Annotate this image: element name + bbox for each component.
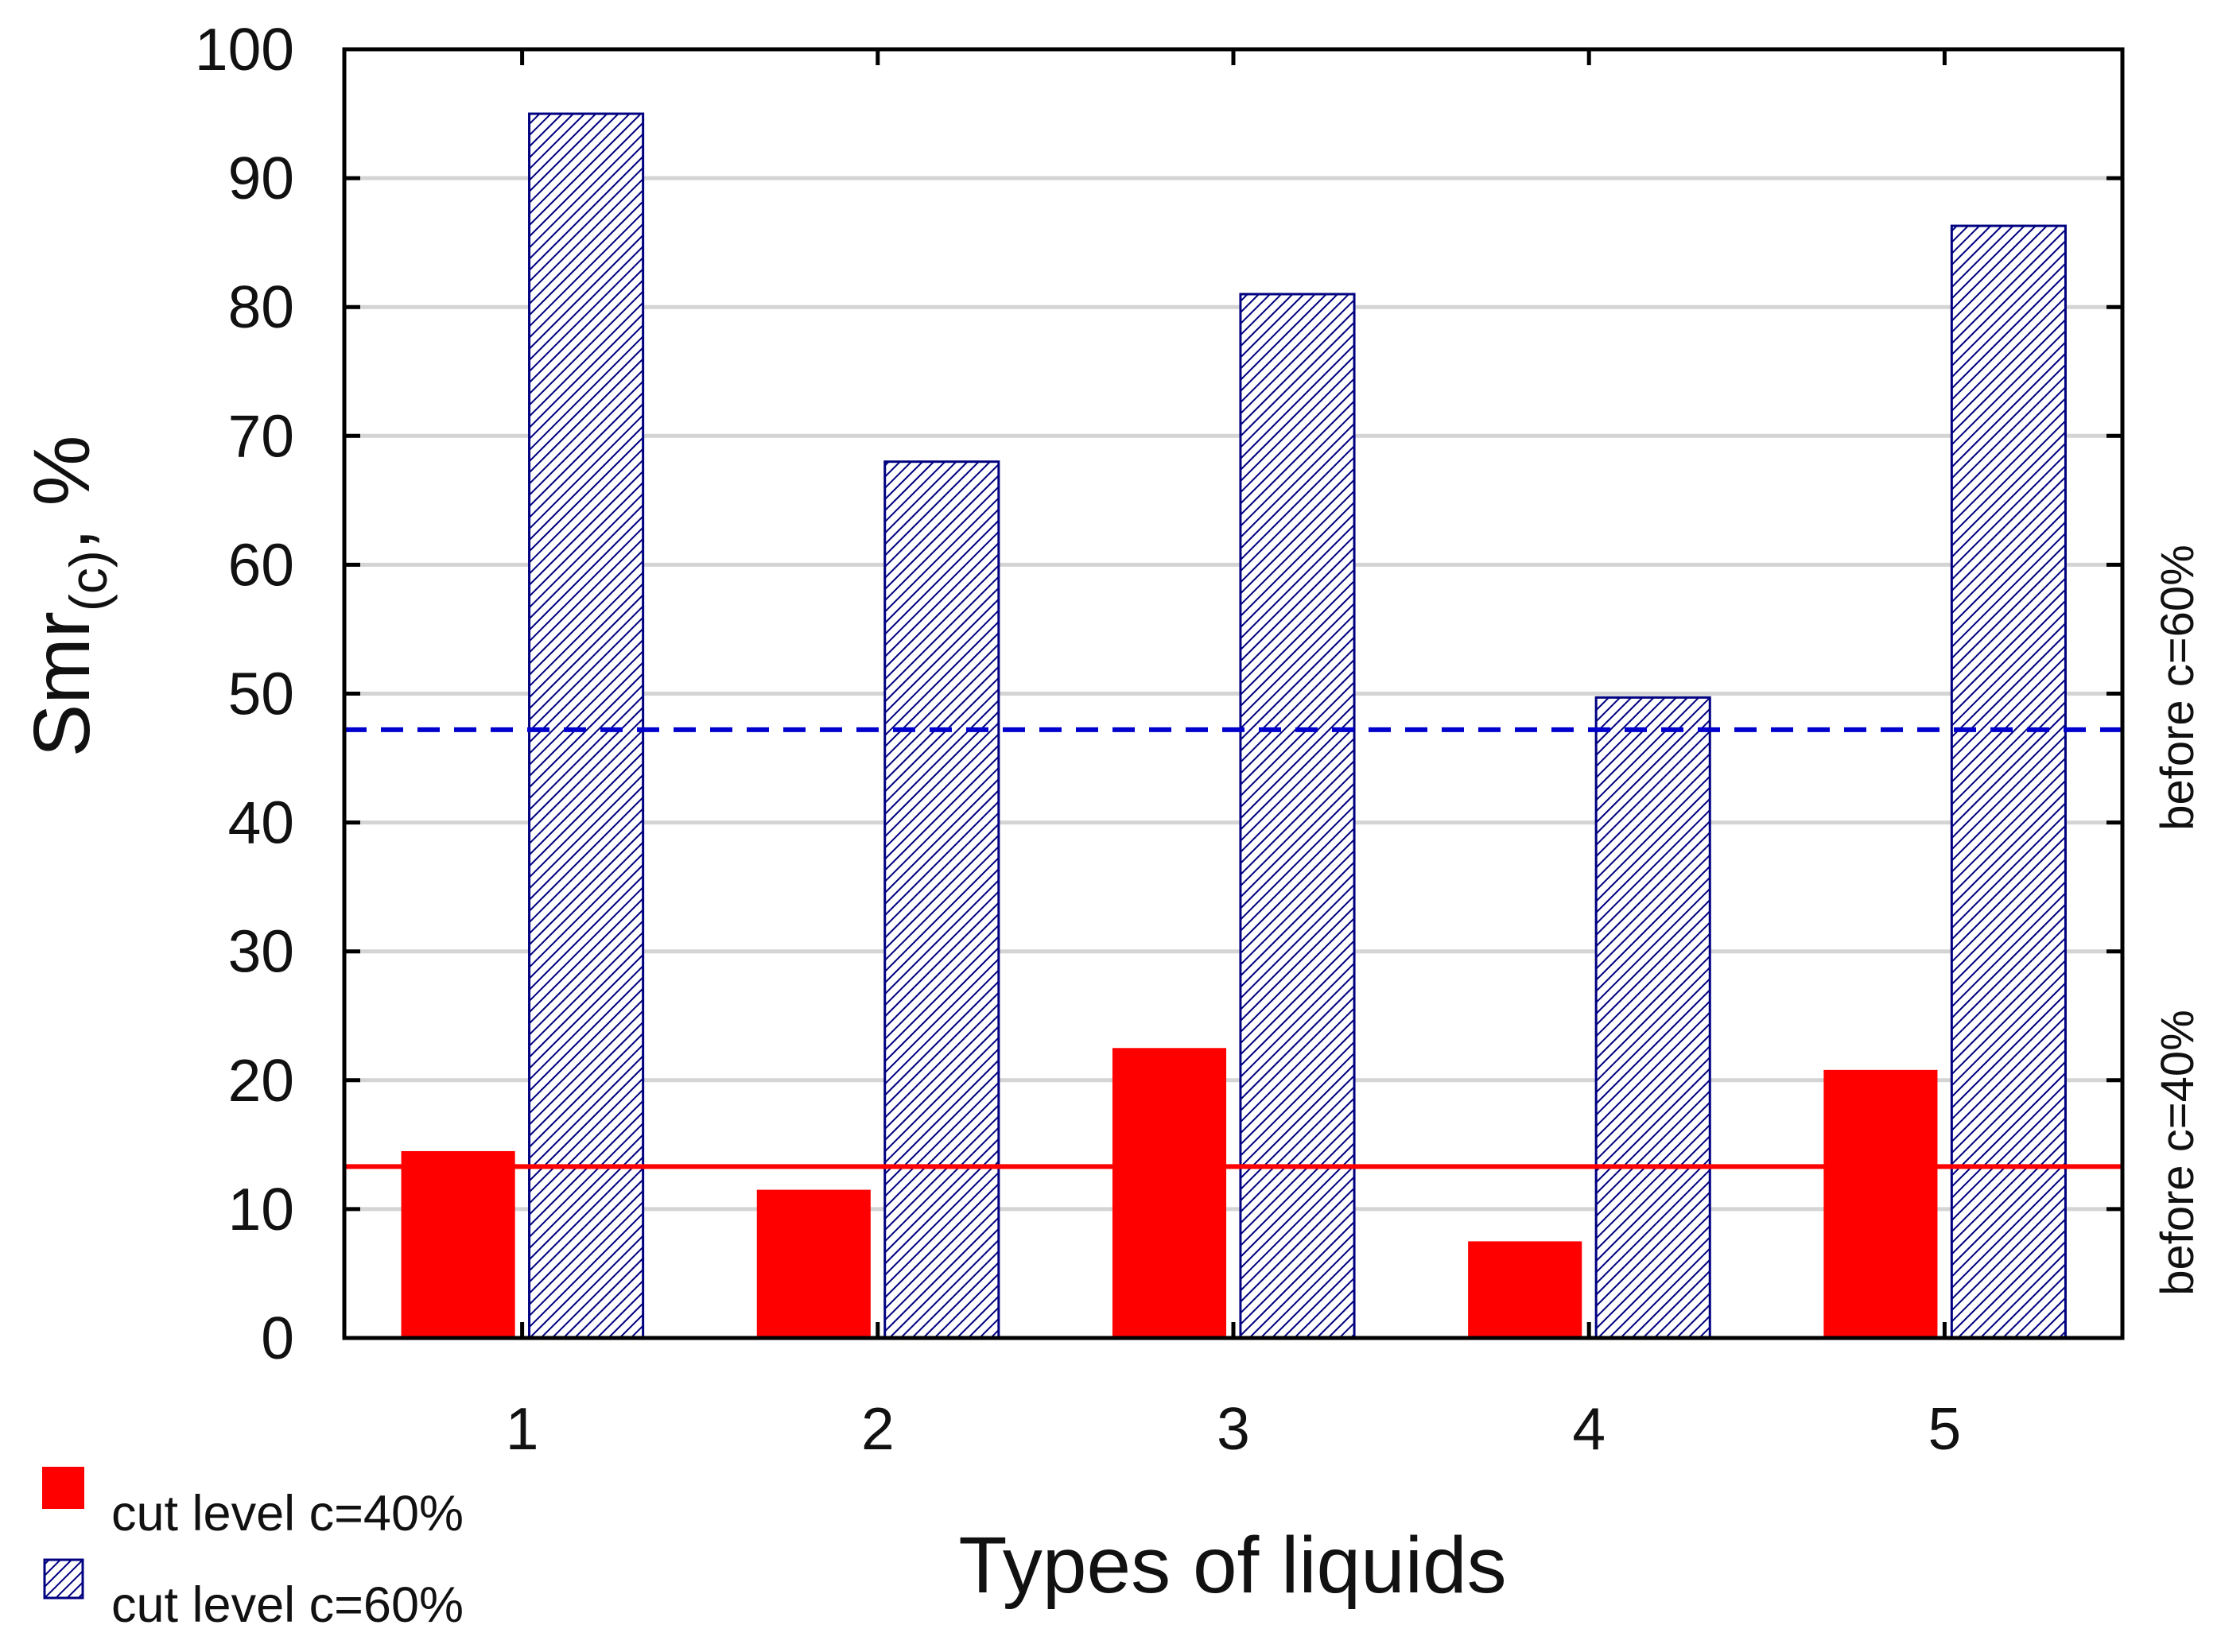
y-tick-label-100: 100 [195, 16, 294, 83]
y-axis-title-suffix: , % [17, 436, 107, 550]
y-axis-title-main: Smr [17, 611, 107, 757]
y-tick-label-10: 10 [228, 1176, 294, 1243]
x-axis-title: Types of liquids [958, 1521, 1506, 1610]
y-tick-label-70: 70 [228, 402, 294, 469]
y-axis-title: Smr(c), % [17, 436, 118, 758]
bar-series2-cat5 [1950, 224, 2067, 1340]
legend-swatch-60 [43, 1558, 84, 1600]
legend-label-60: cut level c=60% [111, 1577, 464, 1633]
y-tick-label-20: 20 [228, 1047, 294, 1114]
bar-series1-cat5 [1823, 1069, 1938, 1338]
y-tick-label-30: 30 [228, 918, 294, 985]
x-tick-label-4: 4 [1572, 1395, 1606, 1462]
y-tick-label-40: 40 [228, 789, 294, 856]
y-tick-label-50: 50 [228, 661, 294, 727]
x-tick-label-3: 3 [1217, 1395, 1250, 1462]
x-tick-label-5: 5 [1928, 1395, 1962, 1462]
bar-series1-cat3 [1112, 1048, 1227, 1338]
x-tick-label-2: 2 [861, 1395, 895, 1462]
y-tick-label-0: 0 [261, 1305, 294, 1371]
bar-series2-cat4 [1594, 696, 1711, 1340]
legend: cut level c=40% cut level c=60% [42, 1467, 464, 1633]
y-tick-label-80: 80 [228, 273, 294, 340]
legend-swatch-40 [42, 1467, 84, 1509]
x-axis-ticks: 1 2 3 4 5 [506, 49, 1962, 1462]
y-tick-label-60: 60 [228, 531, 294, 598]
plot-frame [342, 47, 2125, 1340]
y-axis-ticks: 0 10 20 30 40 50 60 70 80 90 100 [195, 16, 2122, 1371]
reference-line-label-2: before c=60% [2152, 545, 2204, 831]
bar-series1-cat1 [401, 1150, 515, 1338]
legend-label-40: cut level c=40% [111, 1486, 464, 1541]
reference-line-label-1: before c=40% [2152, 1010, 2204, 1296]
y-axis-title-subscript: (c) [59, 550, 118, 611]
y-tick-label-90: 90 [228, 145, 294, 211]
bars [401, 112, 2067, 1340]
bar-series1-cat2 [756, 1189, 871, 1338]
x-tick-label-1: 1 [506, 1395, 539, 1462]
bar-series1-cat4 [1468, 1241, 1582, 1338]
bar-series2-cat2 [883, 460, 1000, 1340]
bar-series2-cat3 [1239, 293, 1356, 1340]
bar-series2-cat1 [528, 112, 645, 1340]
reference-lines: before c=40% before c=60% [344, 545, 2204, 1296]
